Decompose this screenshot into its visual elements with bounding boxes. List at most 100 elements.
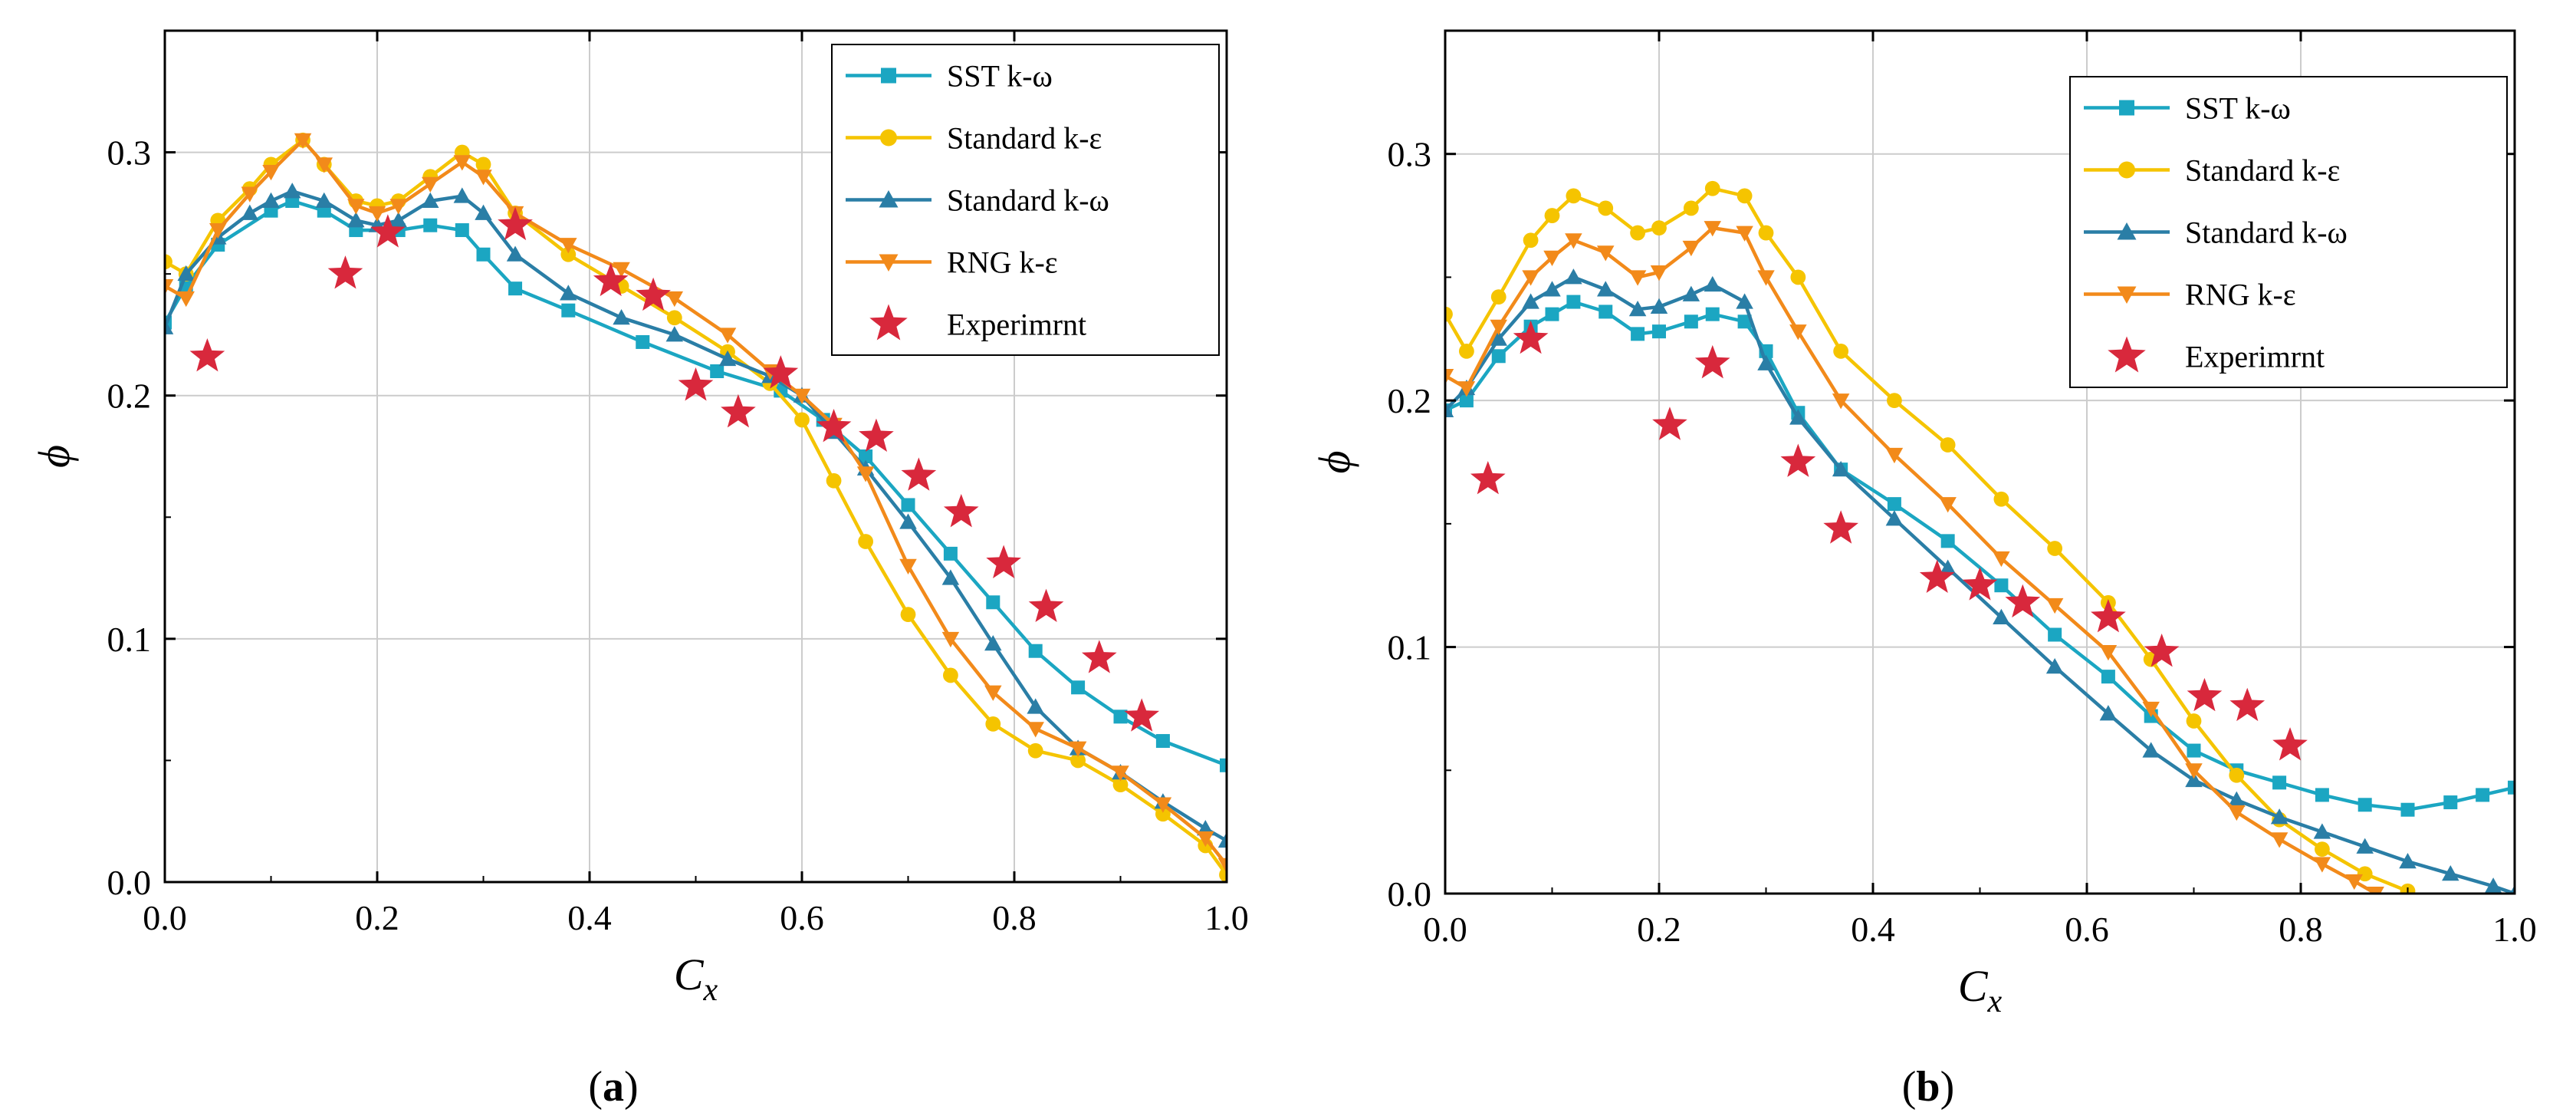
data-point-std_ke — [1940, 437, 1956, 453]
legend-item-std_ke: Standard k-ε — [846, 121, 1102, 156]
data-point-std_kw — [177, 265, 195, 281]
data-point-sst — [636, 334, 650, 349]
legend-label-std_ke: Standard k-ε — [2185, 153, 2340, 188]
data-point-exp — [189, 337, 225, 372]
data-point-std_ke — [666, 310, 682, 326]
legend-marker-std_ke — [880, 129, 897, 146]
data-point-rng — [1650, 265, 1668, 281]
data-point-sst — [2272, 775, 2287, 790]
data-point-rng — [1543, 250, 1561, 266]
data-point-sst — [943, 546, 958, 561]
data-point-sst — [859, 449, 873, 463]
data-point-rng — [665, 291, 684, 308]
legend-item-rng: RNG k-ε — [846, 245, 1058, 280]
data-point-std_ke — [985, 716, 1001, 732]
data-point-exp — [2144, 634, 2180, 667]
data-point-std_ke — [826, 472, 842, 489]
data-point-rng — [856, 466, 875, 482]
legend-item-std_ke: Standard k-ε — [2084, 153, 2340, 188]
legend-marker-std_kw — [2117, 222, 2137, 240]
legend-item-std_kw: Standard k-ω — [846, 183, 1109, 218]
data-point-rng — [1490, 319, 1507, 335]
legend-marker-sst — [881, 67, 896, 84]
data-point-rng — [1885, 447, 1904, 464]
data-point-std_kw — [315, 192, 333, 208]
y-tick-label: 0.0 — [1388, 874, 1432, 914]
legend-marker-rng — [2117, 286, 2137, 304]
data-point-exp — [498, 206, 533, 241]
chart-panel-b: 0.0 0.2 0.4 0.6 0.8 1.0 0.0 0.1 0.2 0.3 Cx ϕ SST k-ω… — [1309, 29, 2537, 1111]
data-point-sst — [901, 498, 915, 512]
data-point-sst — [2443, 795, 2458, 810]
data-point-std_ke — [1523, 232, 1539, 249]
data-point-rng — [1757, 270, 1775, 286]
data-point-sst — [2187, 743, 2201, 758]
panel-label-letter: b — [1916, 1063, 1940, 1111]
data-point-sst — [1887, 497, 1901, 512]
data-point-exp — [2229, 687, 2266, 722]
data-point-rng — [2313, 857, 2331, 873]
data-point-exp — [943, 493, 979, 528]
data-point-exp — [1652, 407, 1687, 440]
data-point-std_kw — [422, 192, 439, 208]
data-point-rng — [1939, 497, 1957, 513]
data-point-rng — [2367, 887, 2384, 894]
data-point-rng — [718, 328, 737, 344]
data-point-rng — [1597, 245, 1615, 262]
data-point-exp — [1124, 698, 1160, 732]
data-point-std_kw — [1789, 409, 1807, 425]
plot-area — [1445, 180, 2515, 894]
data-point-std_ke — [1758, 225, 1774, 241]
data-point-exp — [2091, 599, 2126, 633]
panel-label-close-paren: ) — [624, 1063, 639, 1111]
data-point-sst — [1684, 314, 1698, 329]
data-point-rng — [475, 170, 492, 186]
data-point-rng — [2270, 832, 2288, 848]
data-point-rng — [177, 291, 195, 308]
plot-area — [165, 132, 1227, 882]
data-point-std_ke — [1598, 200, 1614, 216]
data-point-std_kw — [453, 187, 472, 203]
series-exp — [1470, 320, 2308, 761]
data-point-std_ke — [1070, 752, 1086, 769]
data-point-std_kw — [2356, 838, 2374, 854]
y-tick-label: 0.2 — [107, 377, 152, 416]
data-point-sst — [2101, 670, 2115, 684]
data-point-rng — [2185, 763, 2203, 779]
data-point-exp — [1081, 640, 1117, 673]
data-point-std_kw — [2509, 884, 2515, 894]
data-point-std_kw — [389, 212, 407, 228]
data-point-std_ke — [2047, 541, 2063, 556]
data-point-rng — [793, 388, 811, 404]
data-point-std_ke — [1219, 867, 1227, 882]
data-point-exp — [1919, 559, 1955, 593]
data-point-exp — [816, 408, 852, 443]
x-tick-label: 0.8 — [2279, 910, 2323, 949]
x-tick-label: 0.2 — [1637, 910, 1681, 949]
data-point-rng — [422, 176, 439, 193]
data-point-std_ke — [2186, 713, 2202, 729]
data-point-std_ke — [1833, 343, 1849, 359]
data-point-rng — [1457, 381, 1476, 397]
data-point-std_kw — [2045, 658, 2064, 674]
data-point-std_kw — [475, 204, 492, 220]
series-std_kw — [1445, 268, 2515, 894]
legend-item-std_kw: Standard k-ω — [2084, 216, 2348, 250]
legend-label-std_ke: Standard k-ε — [947, 121, 1102, 156]
data-point-std_kw — [2185, 771, 2203, 788]
y-axis-title: ϕ — [29, 445, 79, 468]
data-point-exp — [859, 418, 894, 453]
data-point-std_ke — [858, 534, 873, 549]
data-point-sst — [986, 595, 1001, 610]
data-point-std_kw — [1490, 330, 1507, 346]
data-point-rng — [1154, 797, 1172, 813]
x-tick-label: 0.2 — [355, 898, 399, 937]
data-point-exp — [2272, 727, 2308, 761]
data-point-std_kw — [1885, 510, 1904, 526]
data-point-rng — [613, 262, 630, 278]
data-point-sst — [476, 247, 491, 262]
x-tick-label: 0.6 — [2065, 910, 2109, 949]
legend: SST k-ω Standard k-ε Standard k-ω RNG k-ε Ex… — [831, 44, 1220, 356]
legend-label-sst: SST k-ω — [947, 59, 1053, 94]
data-point-exp — [1962, 567, 1998, 601]
